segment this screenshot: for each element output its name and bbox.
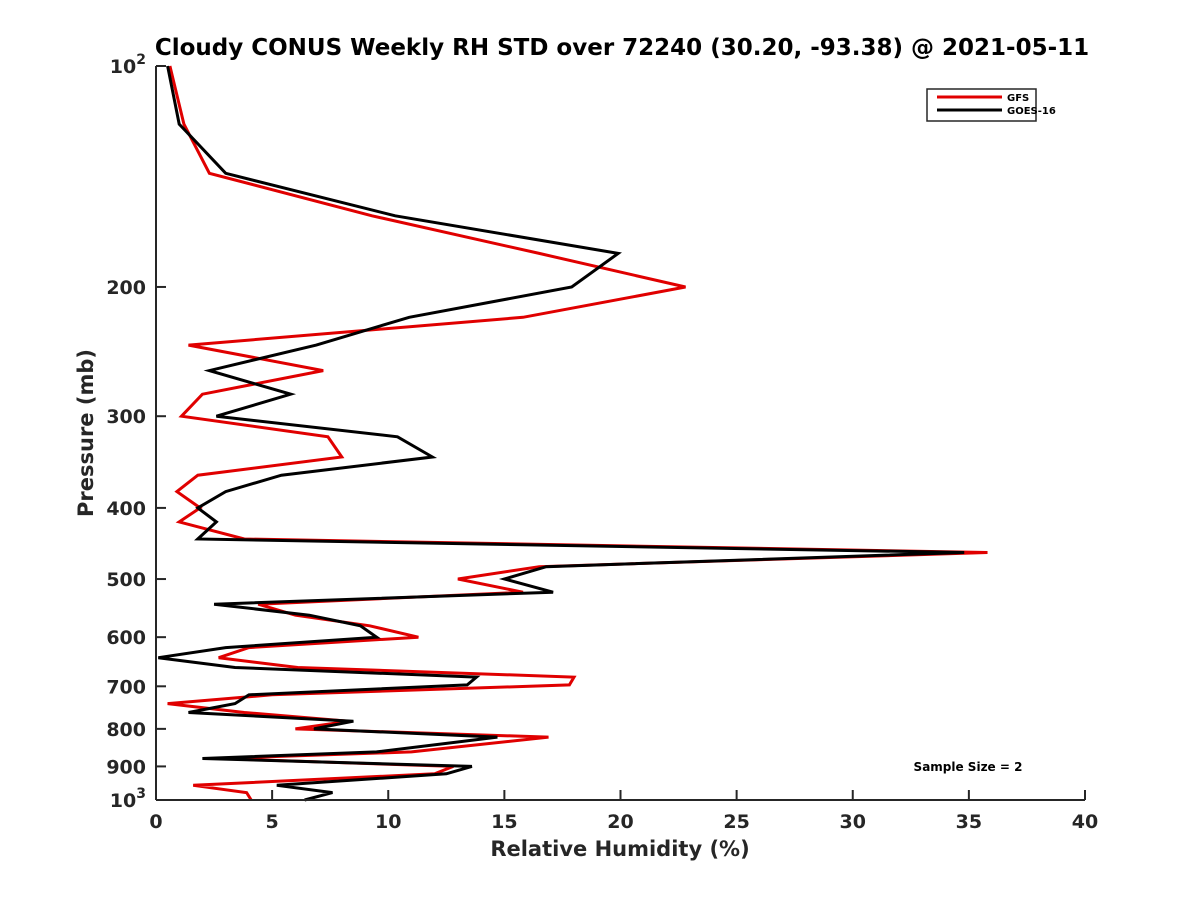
x-tick-label: 0 — [149, 811, 162, 833]
x-tick-label: 40 — [1072, 811, 1098, 833]
x-tick-label: 10 — [375, 811, 401, 833]
y-tick-label: 200 — [106, 277, 146, 299]
x-axis-label: Relative Humidity (%) — [490, 837, 749, 861]
series-line-goes16 — [158, 65, 965, 802]
y-tick-label: 800 — [106, 719, 146, 741]
y-tick-label: 500 — [106, 569, 146, 591]
x-tick-label: 30 — [840, 811, 866, 833]
chart-title: Cloudy CONUS Weekly RH STD over 72240 (3… — [155, 35, 1089, 61]
sample-size-annotation: Sample Size = 2 — [914, 760, 1023, 774]
series-line-gfs — [167, 65, 988, 801]
x-tick-label: 25 — [723, 811, 749, 833]
x-tick-label: 20 — [607, 811, 633, 833]
legend-label-goes16: GOES-16 — [1007, 106, 1056, 117]
x-tick-label: 15 — [491, 811, 517, 833]
y-tick-label: 102 — [110, 52, 146, 78]
y-ticks: 102 200 300 400 500 600 700 800 900 103 — [106, 52, 166, 812]
series-layer — [158, 65, 988, 802]
x-tick-label: 5 — [266, 811, 279, 833]
y-tick-label: 600 — [106, 627, 146, 649]
y-tick-label: 300 — [106, 406, 146, 428]
legend: GFS GOES-16 — [926, 88, 1056, 122]
y-tick-label: 400 — [106, 498, 146, 520]
y-tick-label: 103 — [110, 786, 146, 812]
legend-box — [926, 88, 1037, 122]
y-tick-label: 900 — [106, 756, 146, 778]
x-tick-label: 35 — [956, 811, 982, 833]
x-ticks: 0 5 10 15 20 25 30 35 40 — [149, 790, 1098, 833]
y-tick-label: 700 — [106, 676, 146, 698]
y-axis-label: Pressure (mb) — [74, 349, 98, 517]
legend-label-gfs: GFS — [1007, 93, 1029, 104]
